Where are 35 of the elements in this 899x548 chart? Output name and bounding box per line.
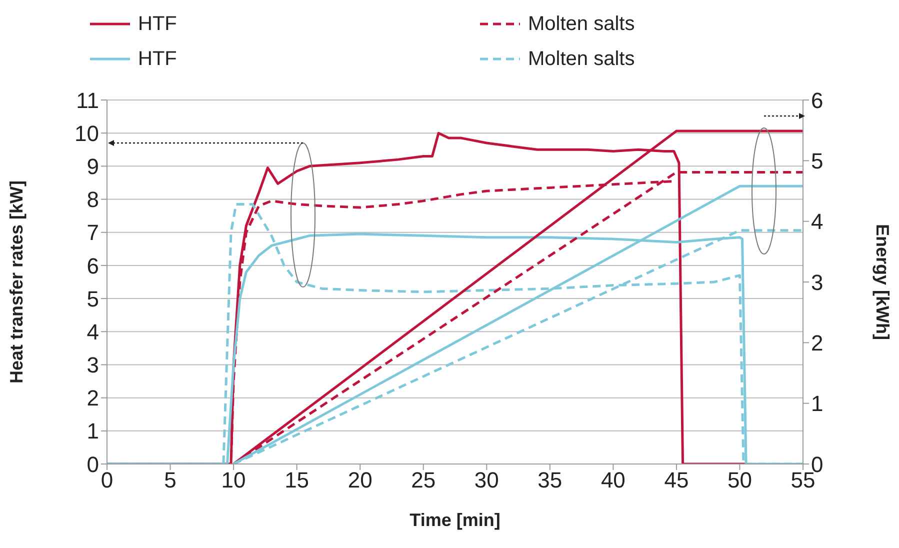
- legend-label: Molten salts: [528, 48, 635, 70]
- y-tick-label: 8: [86, 187, 99, 212]
- x-tick-label: 20: [348, 468, 372, 493]
- legend-label: Molten salts: [528, 12, 635, 36]
- y-tick-label: 4: [86, 319, 99, 344]
- x-tick-label: 25: [411, 468, 436, 493]
- legend-label: HTF: [138, 48, 177, 70]
- x-axis-title: Time [min]: [410, 510, 500, 530]
- y-tick-label: 11: [76, 88, 99, 113]
- legend-label: HTF: [138, 12, 177, 36]
- y-tick-label: 10: [74, 120, 99, 146]
- y-tick-label: 2: [86, 386, 99, 411]
- y-tick-label: 7: [86, 220, 99, 246]
- x-tick-label: 40: [600, 468, 626, 493]
- y2-axis-title: Energy [kWh]: [872, 224, 893, 340]
- y-tick-label: 6: [86, 253, 99, 278]
- x-tick-label: 15: [284, 468, 310, 493]
- y2-tick-label: 6: [811, 88, 824, 113]
- y-axis-title: Heat transfer rates [kW]: [6, 180, 26, 384]
- x-tick-label: 30: [474, 468, 499, 493]
- x-tick-label: 50: [727, 468, 752, 493]
- y-tick-label: 1: [86, 418, 99, 444]
- y-tick-label: 3: [86, 352, 99, 378]
- y-tick-label: 9: [86, 154, 99, 179]
- y-tick-label: 5: [86, 286, 99, 312]
- y2-tick-label: 2: [811, 330, 824, 356]
- y2-tick-label: 4: [811, 209, 824, 234]
- x-tick-label: 35: [538, 468, 562, 493]
- x-tick-label: 5: [164, 468, 176, 493]
- y2-tick-label: 1: [811, 391, 824, 416]
- x-tick-label: 10: [221, 468, 246, 493]
- x-tick-label: 45: [664, 468, 689, 493]
- y2-tick-label: 3: [811, 270, 824, 295]
- y-tick-label: 0: [86, 452, 99, 477]
- y2-tick-label: 5: [811, 148, 824, 174]
